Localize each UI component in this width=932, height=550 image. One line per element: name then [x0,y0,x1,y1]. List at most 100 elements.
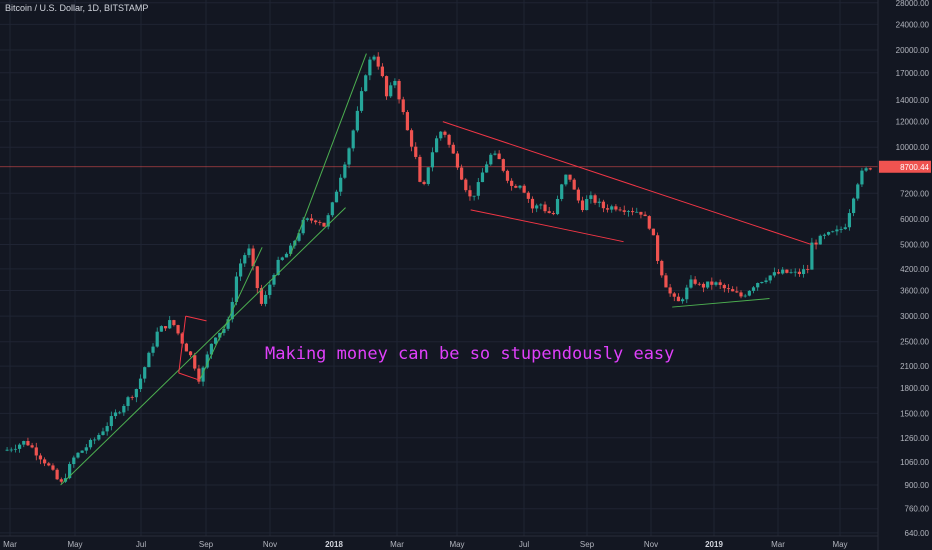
candle [801,264,806,278]
candle [860,167,864,187]
candle [109,411,113,431]
candle [518,185,522,190]
candle [651,228,656,236]
candle [34,442,38,461]
candle [301,216,305,236]
candle [605,204,610,213]
candle [768,275,772,284]
candle [122,404,126,416]
candle [647,215,651,231]
candle [409,128,414,152]
candle [26,437,30,447]
candle [580,196,585,213]
candle [530,196,535,213]
candle [668,283,672,297]
candle [13,444,18,453]
chart-annotation: Making money can be so stupendously easy [265,344,675,364]
candle [789,269,793,274]
candle [576,187,580,204]
candle [472,195,476,201]
candle [326,212,330,230]
candle [405,110,410,131]
candle [622,205,626,215]
candle [706,281,710,290]
candle [618,207,622,212]
candle [630,207,635,216]
x-tick-label: May [449,540,464,549]
y-axis: 28000.00 24000.00 20000.00 17000.00 14000.00… [877,0,931,550]
y-tick-label: 7200.00 [900,189,929,198]
candle [289,243,293,255]
candle [134,388,138,403]
candle [560,183,564,202]
candle [389,82,393,98]
candle [726,284,731,293]
y-tick-label: 1500.00 [900,409,929,418]
y-tick-label: 3000.00 [900,312,929,321]
candle [597,198,601,208]
candle [693,276,697,286]
x-tick-label: Sep [199,540,214,549]
y-tick-label: 12000.00 [896,118,930,127]
candle [831,230,835,233]
candle [147,351,151,368]
candle [722,283,726,293]
candle [835,225,839,236]
candle [384,75,389,100]
candle [51,463,55,471]
x-tick-label: 2019 [705,540,723,549]
candle [843,223,847,230]
candle [551,210,555,216]
candle [760,281,764,284]
y-tick-label: 10000.00 [896,143,930,152]
candle [205,351,209,369]
x-tick-label: Jul [136,540,146,549]
candle [372,54,376,62]
candle [314,219,318,225]
y-tick-label: 1260.00 [900,434,929,443]
candle [751,285,756,294]
candle [155,327,159,348]
y-tick-label: 24000.00 [896,20,930,29]
candle [806,264,810,274]
candle [255,265,259,293]
red-trendline [178,372,200,381]
candle [80,450,84,454]
candle [368,56,372,81]
candle [430,147,435,172]
y-tick-label: 1060.00 [900,458,929,467]
x-tick-label: Mar [390,540,404,549]
candle [572,178,576,190]
y-tick-label: 20000.00 [896,46,930,55]
y-tick-label: 17000.00 [896,69,930,78]
candle [485,161,489,173]
green-trendline [199,247,263,381]
candles [5,52,872,484]
candle [434,135,439,153]
candle [426,167,430,186]
green-trendline [672,298,770,308]
candle [309,214,314,224]
candle [814,239,818,250]
y-tick-label: 6000.00 [900,215,929,224]
candle [84,444,88,454]
candle [30,442,34,449]
candle [476,177,480,200]
candle [259,284,264,306]
candle [718,279,722,290]
candle [201,365,205,387]
candle [243,252,247,267]
candle [643,211,647,217]
green-trendline [289,53,367,257]
candle [764,277,768,284]
candle [364,74,368,92]
candle [234,272,239,306]
y-tick-label: 14000.00 [896,96,930,105]
x-tick-label: May [832,540,847,549]
candle [59,477,63,484]
y-tick-label: 640.00 [905,529,930,538]
candle [797,268,801,277]
candle [681,297,685,304]
candle [330,201,334,218]
